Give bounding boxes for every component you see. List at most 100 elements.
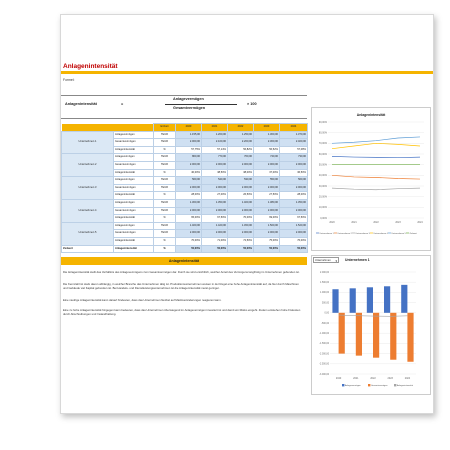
- value-cell[interactable]: 2.000,00: [279, 206, 308, 216]
- value-cell[interactable]: 70,00%: [175, 236, 202, 246]
- value-cell[interactable]: 1.370,00: [279, 130, 308, 140]
- value-cell[interactable]: 2.000,00: [175, 138, 202, 147]
- value-cell[interactable]: 540,00: [201, 176, 228, 185]
- value-cell[interactable]: 2.000,00: [279, 229, 308, 238]
- value-cell[interactable]: 75,00%: [253, 236, 280, 246]
- value-cell[interactable]: 1.400,00: [175, 221, 202, 231]
- value-cell[interactable]: 2.000,00: [227, 183, 254, 193]
- value-cell[interactable]: 40,00%: [175, 168, 202, 178]
- target-value-cell[interactable]: 50,00%: [253, 244, 280, 254]
- target-value-cell[interactable]: 50,00%: [279, 244, 308, 254]
- value-cell[interactable]: 760,00: [227, 153, 254, 162]
- value-cell[interactable]: 1.520,00: [279, 221, 308, 231]
- value-cell[interactable]: 38,50%: [201, 168, 228, 178]
- value-cell[interactable]: 2.000,00: [175, 160, 202, 170]
- value-cell[interactable]: 27,00%: [201, 191, 228, 200]
- value-cell[interactable]: 2.000,00: [253, 160, 280, 170]
- y-tick-label: -500,00: [321, 323, 330, 325]
- company-name-cell: Unternehmen 2: [61, 153, 114, 178]
- value-cell[interactable]: 57,14%: [201, 145, 228, 155]
- legend-swatch: [368, 384, 371, 387]
- company-select[interactable]: Unternehmen ▾: [313, 257, 339, 263]
- value-cell[interactable]: 2.000,00: [227, 229, 254, 238]
- paragraph-4: Eine zu hohe Anlagenintensität hingegen …: [63, 308, 301, 316]
- x-tick-label: 2022: [373, 221, 379, 224]
- page-title: Anlagenintensität: [63, 63, 118, 70]
- value-cell[interactable]: 2.000,00: [201, 160, 228, 170]
- value-cell[interactable]: 770,00: [201, 153, 228, 162]
- value-cell[interactable]: 1.450,00: [227, 221, 254, 231]
- target-value-cell[interactable]: 50,00%: [201, 244, 228, 254]
- value-cell[interactable]: 28,00%: [279, 191, 308, 200]
- value-cell[interactable]: 57,08%: [279, 145, 308, 155]
- value-cell[interactable]: 730,00: [279, 153, 308, 162]
- value-cell[interactable]: 550,00: [253, 176, 280, 185]
- value-cell[interactable]: 72,50%: [227, 236, 254, 246]
- formula-equals: =: [121, 102, 124, 106]
- value-cell[interactable]: 2.000,00: [279, 183, 308, 193]
- legend-label: Unternehmen 1: [320, 232, 335, 235]
- value-cell[interactable]: 76,00%: [279, 236, 308, 246]
- x-tick-label: 2021: [353, 377, 359, 380]
- value-cell[interactable]: 2.000,00: [175, 229, 202, 238]
- value-cell[interactable]: 71,00%: [201, 236, 228, 246]
- value-cell[interactable]: 1.300,00: [175, 198, 202, 208]
- metric-label-cell: Anlagenintensität: [113, 168, 154, 178]
- value-cell[interactable]: 1.400,00: [227, 198, 254, 208]
- value-cell[interactable]: 2.000,00: [253, 229, 280, 238]
- value-cell[interactable]: 2.000,00: [227, 206, 254, 216]
- value-cell[interactable]: 2.000,00: [175, 183, 202, 193]
- value-cell[interactable]: 740,00: [253, 153, 280, 162]
- value-cell[interactable]: 2.400,00: [279, 138, 308, 147]
- value-cell[interactable]: 800,00: [175, 153, 202, 162]
- value-cell[interactable]: 56,82%: [227, 145, 254, 155]
- value-cell[interactable]: 1.250,00: [227, 130, 254, 140]
- value-cell[interactable]: 28,00%: [175, 191, 202, 200]
- table-row: Unternehmen 4 Anlagevermögen TEUR 1.300,00 1…: [61, 198, 308, 223]
- value-cell[interactable]: 1.350,00: [201, 198, 228, 208]
- value-cell[interactable]: 27,50%: [253, 191, 280, 200]
- value-cell[interactable]: 1.200,00: [201, 130, 228, 140]
- value-cell[interactable]: 2.000,00: [253, 183, 280, 193]
- value-cell[interactable]: 1.380,00: [253, 198, 280, 208]
- value-cell[interactable]: 69,00%: [253, 214, 280, 223]
- value-cell[interactable]: 2.000,00: [227, 160, 254, 170]
- value-cell[interactable]: 530,00: [227, 176, 254, 185]
- value-cell[interactable]: 36,50%: [279, 168, 308, 178]
- value-cell[interactable]: 1.350,00: [279, 198, 308, 208]
- value-cell[interactable]: 560,00: [175, 176, 202, 185]
- chevron-down-icon[interactable]: ▾: [335, 259, 337, 263]
- value-cell[interactable]: 1.420,00: [201, 221, 228, 231]
- x-tick-label: 2023: [395, 221, 401, 224]
- value-cell[interactable]: 38,00%: [227, 168, 254, 178]
- intensity-line: [338, 314, 408, 317]
- target-value-cell[interactable]: 50,00%: [175, 244, 202, 254]
- value-cell[interactable]: 1.155,00: [175, 130, 202, 140]
- value-cell[interactable]: 560,00: [279, 176, 308, 185]
- value-cell[interactable]: 56,52%: [253, 145, 280, 155]
- value-cell[interactable]: 26,50%: [227, 191, 254, 200]
- value-cell[interactable]: 2.200,00: [227, 138, 254, 147]
- value-cell[interactable]: 2.000,00: [175, 206, 202, 216]
- x-tick-label: 2023: [388, 377, 394, 380]
- target-value-cell[interactable]: 50,00%: [227, 244, 254, 254]
- value-cell[interactable]: 2.100,00: [201, 138, 228, 147]
- value-cell[interactable]: 1.500,00: [253, 221, 280, 231]
- unit-cell: TEUR: [153, 130, 176, 140]
- value-cell[interactable]: 37,00%: [253, 168, 280, 178]
- unit-cell: %: [153, 236, 176, 246]
- value-cell[interactable]: 2.000,00: [201, 229, 228, 238]
- value-cell[interactable]: 70,00%: [227, 214, 254, 223]
- value-cell[interactable]: 2.300,00: [253, 138, 280, 147]
- value-cell[interactable]: 2.000,00: [201, 183, 228, 193]
- value-cell[interactable]: 2.000,00: [201, 206, 228, 216]
- value-cell[interactable]: 1.300,00: [253, 130, 280, 140]
- x-tick-label: 2021: [351, 221, 357, 224]
- value-cell[interactable]: 2.000,00: [253, 206, 280, 216]
- legend-label: Anlagenintensität: [397, 384, 413, 387]
- value-cell[interactable]: 57,75%: [175, 145, 202, 155]
- value-cell[interactable]: 2.000,00: [279, 160, 308, 170]
- value-cell[interactable]: 67,50%: [201, 214, 228, 223]
- value-cell[interactable]: 67,50%: [279, 214, 308, 223]
- value-cell[interactable]: 65,00%: [175, 214, 202, 223]
